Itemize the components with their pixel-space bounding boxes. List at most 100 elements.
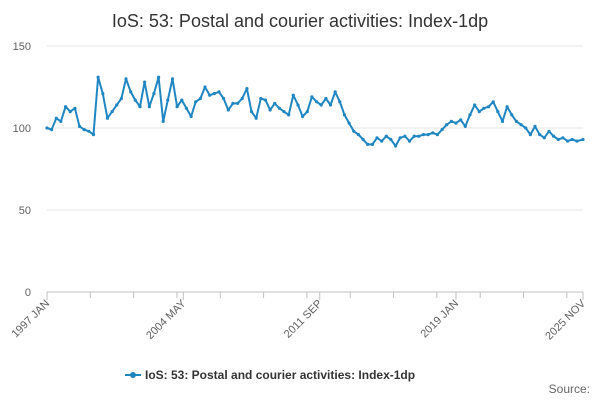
data-point[interactable] — [310, 95, 314, 99]
data-point[interactable] — [212, 92, 216, 96]
data-point[interactable] — [77, 124, 82, 128]
data-point[interactable] — [291, 93, 295, 97]
data-point[interactable] — [157, 75, 161, 79]
data-point[interactable] — [575, 139, 579, 143]
data-point[interactable] — [556, 137, 560, 142]
data-point[interactable] — [129, 90, 133, 94]
data-point[interactable] — [263, 98, 268, 102]
data-point[interactable] — [524, 126, 528, 130]
data-point[interactable] — [175, 105, 179, 109]
data-point[interactable] — [198, 96, 202, 101]
data-point[interactable] — [68, 110, 72, 114]
data-point[interactable] — [208, 93, 212, 97]
data-point[interactable] — [254, 116, 258, 120]
data-point[interactable] — [45, 126, 49, 130]
data-point[interactable] — [119, 96, 123, 101]
data-point[interactable] — [180, 98, 184, 102]
data-point[interactable] — [259, 96, 263, 101]
data-point[interactable] — [189, 114, 193, 119]
data-point[interactable] — [110, 110, 114, 114]
data-point[interactable] — [384, 134, 388, 138]
data-point[interactable] — [194, 100, 198, 104]
data-point[interactable] — [347, 121, 351, 125]
data-point[interactable] — [435, 133, 439, 137]
data-point[interactable] — [449, 119, 453, 123]
data-point[interactable] — [570, 137, 574, 142]
data-point[interactable] — [50, 128, 54, 132]
data-point[interactable] — [91, 133, 96, 137]
data-point[interactable] — [528, 133, 533, 137]
data-point[interactable] — [581, 137, 585, 142]
data-point[interactable] — [152, 92, 156, 96]
data-point[interactable] — [324, 96, 328, 101]
data-point[interactable] — [505, 105, 509, 109]
data-point[interactable] — [352, 129, 356, 133]
data-point[interactable] — [510, 113, 514, 117]
data-point[interactable] — [431, 131, 435, 135]
data-point[interactable] — [496, 110, 500, 114]
data-point[interactable] — [54, 116, 58, 120]
data-point[interactable] — [417, 134, 421, 138]
data-point[interactable] — [305, 110, 309, 114]
data-point[interactable] — [412, 134, 416, 138]
data-point[interactable] — [301, 114, 305, 119]
data-point[interactable] — [454, 121, 458, 125]
data-point[interactable] — [161, 119, 165, 123]
data-point[interactable] — [463, 124, 467, 128]
data-point[interactable] — [277, 106, 281, 110]
data-point[interactable] — [96, 75, 100, 79]
data-point[interactable] — [491, 100, 495, 104]
data-point[interactable] — [538, 133, 542, 137]
data-point[interactable] — [73, 106, 77, 110]
data-point[interactable] — [366, 142, 370, 146]
data-point[interactable] — [170, 77, 175, 81]
data-point[interactable] — [468, 113, 472, 117]
data-point[interactable] — [115, 103, 119, 107]
data-point[interactable] — [380, 139, 384, 143]
data-point[interactable] — [82, 128, 86, 132]
data-point[interactable] — [245, 87, 249, 91]
data-point[interactable] — [519, 123, 523, 127]
data-point[interactable] — [184, 106, 188, 110]
data-point[interactable] — [398, 136, 402, 140]
data-point[interactable] — [105, 116, 109, 120]
data-point[interactable] — [249, 110, 254, 114]
data-point[interactable] — [421, 133, 426, 137]
data-point[interactable] — [315, 100, 319, 104]
data-point[interactable] — [375, 136, 379, 140]
data-point[interactable] — [477, 110, 481, 114]
data-point[interactable] — [124, 77, 128, 81]
data-point[interactable] — [231, 101, 235, 105]
data-point[interactable] — [426, 133, 430, 137]
legend[interactable]: IoS: 53: Postal and courier activities: … — [125, 368, 415, 382]
data-point[interactable] — [514, 119, 519, 123]
data-point[interactable] — [407, 139, 412, 143]
data-point[interactable] — [445, 123, 449, 127]
data-point[interactable] — [473, 103, 477, 107]
data-point[interactable] — [138, 105, 142, 109]
data-point[interactable] — [147, 105, 151, 109]
data-point[interactable] — [487, 105, 491, 109]
data-point[interactable] — [566, 139, 570, 143]
data-point[interactable] — [59, 119, 63, 123]
data-point[interactable] — [333, 90, 337, 94]
data-point[interactable] — [222, 96, 226, 101]
data-point[interactable] — [542, 136, 546, 140]
data-point[interactable] — [394, 144, 398, 148]
data-point[interactable] — [64, 105, 68, 109]
data-point[interactable] — [101, 92, 105, 96]
data-point[interactable] — [268, 108, 272, 112]
data-point[interactable] — [282, 110, 286, 114]
data-point[interactable] — [319, 103, 323, 107]
data-point[interactable] — [143, 80, 147, 84]
data-point[interactable] — [203, 85, 207, 89]
data-point[interactable] — [500, 119, 505, 123]
data-point[interactable] — [342, 113, 347, 117]
data-point[interactable] — [328, 103, 333, 107]
data-point[interactable] — [482, 106, 486, 110]
data-point[interactable] — [338, 100, 342, 104]
data-point[interactable] — [440, 128, 444, 132]
data-point[interactable] — [459, 118, 463, 122]
data-point[interactable] — [547, 129, 551, 133]
data-point[interactable] — [389, 137, 393, 142]
